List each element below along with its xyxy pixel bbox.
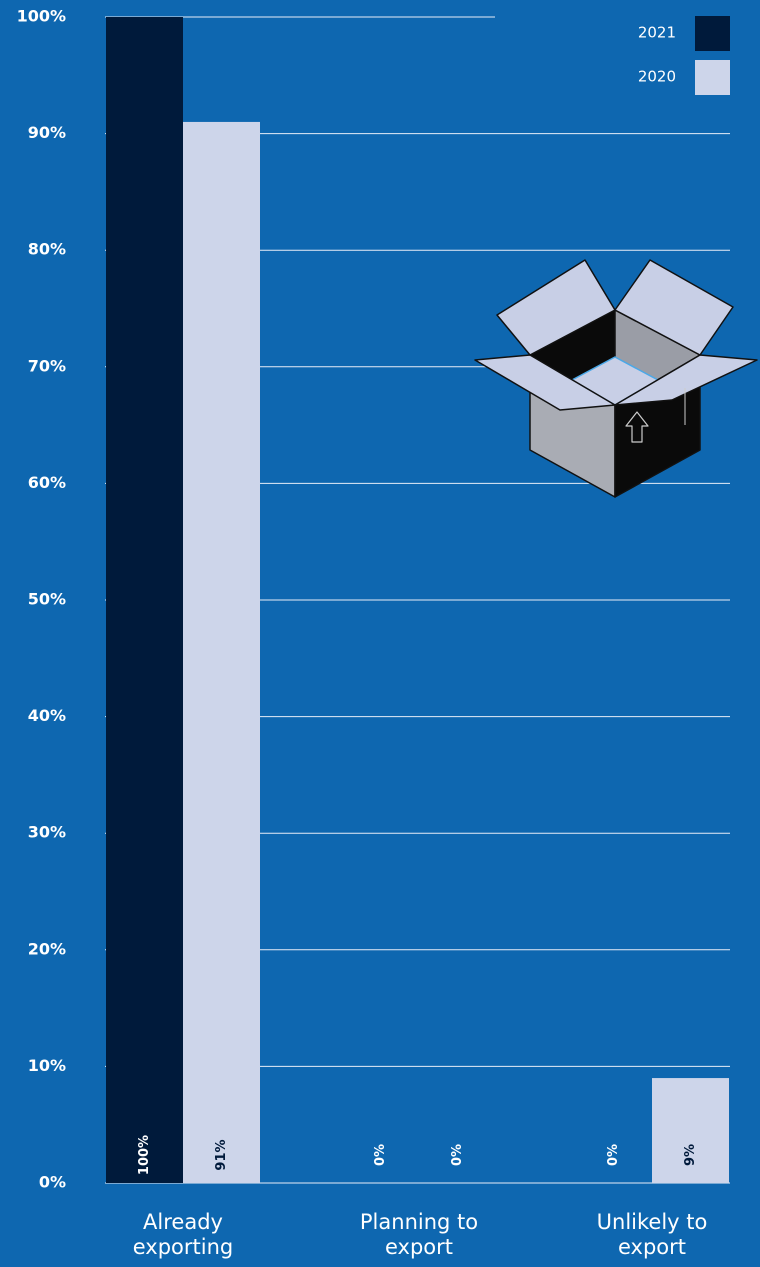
value-label: 0% (373, 1144, 388, 1166)
y-tick-label: 100% (17, 7, 66, 26)
x-tick-label: Unlikely to export (596, 1210, 708, 1259)
value-label: 0% (450, 1144, 465, 1166)
x-tick-label: Already exporting (132, 1210, 234, 1259)
value-label: 0% (606, 1144, 621, 1166)
y-tick-label: 80% (28, 240, 66, 259)
legend-label: 2020 (638, 68, 676, 86)
bar (652, 1078, 729, 1183)
legend-swatch (695, 16, 730, 51)
bar (183, 121, 260, 1184)
y-tick-label: 40% (28, 706, 66, 725)
y-tick-label: 90% (28, 123, 66, 142)
bar (106, 17, 183, 1183)
value-label: 100% (137, 1135, 152, 1175)
x-tick-label: Planning to export (359, 1210, 479, 1259)
legend-label: 2021 (638, 24, 676, 42)
legend-swatch (695, 60, 730, 95)
y-tick-label: 0% (39, 1173, 66, 1192)
y-tick-label: 20% (28, 939, 66, 958)
y-tick-label: 60% (28, 473, 66, 492)
y-tick-label: 10% (28, 1056, 66, 1075)
box-illustration (474, 259, 758, 498)
y-tick-label: 50% (28, 590, 66, 609)
y-tick-label: 70% (28, 356, 66, 375)
value-label: 91% (214, 1139, 229, 1170)
y-tick-label: 30% (28, 823, 66, 842)
value-label: 9% (683, 1144, 698, 1166)
